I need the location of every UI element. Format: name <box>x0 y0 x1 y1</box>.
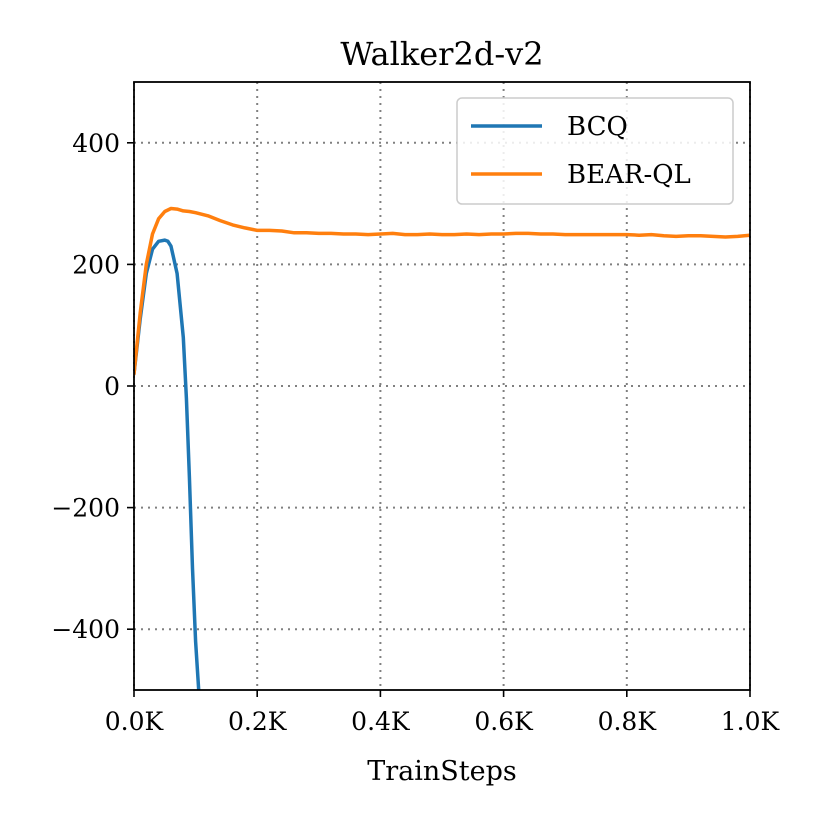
x-axis-label: TrainSteps <box>367 756 517 787</box>
chart-title: Walker2d-v2 <box>340 35 543 73</box>
legend-label-bear-ql: BEAR-QL <box>567 160 691 190</box>
tick-layer: 0.0K 0.2K 0.4K 0.6K 0.8K 1.0K 400 200 0 −200 −400 <box>51 129 780 736</box>
y-tick-label: 400 <box>72 129 120 158</box>
x-tick-label: 0.6K <box>474 707 534 736</box>
y-tick-label: −400 <box>51 615 120 644</box>
series-line-bcq <box>134 238 201 690</box>
series-layer <box>134 206 750 690</box>
y-tick-label: −200 <box>51 494 120 523</box>
y-tick-label: 200 <box>72 250 120 279</box>
y-tick-label: 0 <box>104 372 120 401</box>
legend-label-bcq: BCQ <box>567 112 628 142</box>
series-line-bear-ql <box>134 206 750 376</box>
x-tick-label: 0.0K <box>105 707 165 736</box>
x-tick-label: 0.8K <box>598 707 658 736</box>
legend: BCQ BEAR-QL <box>456 97 734 205</box>
x-tick-label: 1.0K <box>721 707 781 736</box>
grid <box>133 82 751 690</box>
x-tick-label: 0.2K <box>228 707 288 736</box>
x-tick-label: 0.4K <box>351 707 411 736</box>
